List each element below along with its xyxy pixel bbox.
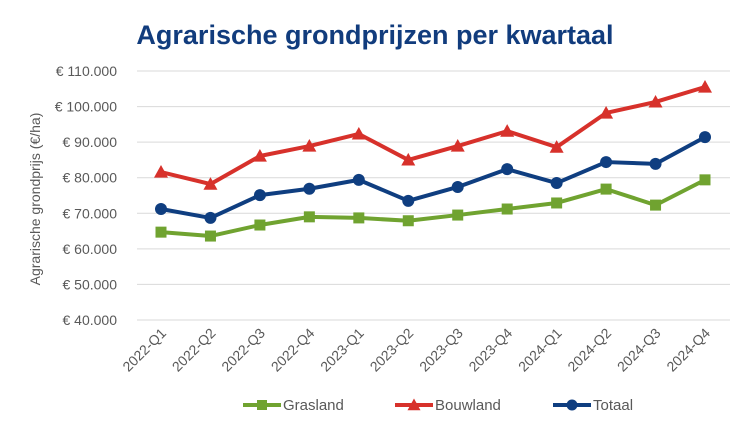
data-point	[550, 177, 563, 190]
y-axis-title: Agrarische grondprijs (€/ha)	[27, 113, 43, 286]
x-tick-label: 2022-Q1	[119, 325, 169, 375]
y-tick-label: € 50.000	[63, 276, 118, 292]
x-tick-label: 2022-Q3	[218, 325, 268, 375]
legend-marker-icon	[566, 399, 578, 411]
y-tick-label: € 110.000	[56, 63, 117, 79]
series	[154, 80, 712, 242]
legend: Grasland Bouwland Totaal	[243, 397, 633, 414]
series-bouwland	[154, 80, 712, 190]
x-tick-label: 2023-Q3	[416, 325, 466, 375]
data-point	[549, 140, 564, 153]
data-point	[155, 203, 167, 216]
data-point	[353, 212, 365, 224]
y-tick-label: € 40.000	[63, 312, 118, 328]
y-tick-label: € 90.000	[63, 134, 118, 150]
data-point	[699, 131, 711, 144]
y-tick-label: € 80.000	[63, 170, 118, 186]
x-tick-label: 2022-Q4	[268, 325, 318, 375]
data-point	[204, 230, 216, 242]
data-point	[648, 94, 663, 108]
y-axis-ticks: € 40.000 € 50.000 € 60.000 € 70.000 € 80.000…	[55, 63, 118, 328]
data-point	[650, 199, 662, 211]
data-point	[402, 194, 415, 207]
legend-item-grasland: Grasland	[243, 397, 344, 414]
data-point	[452, 209, 464, 221]
legend-item-bouwland: Bouwland	[395, 397, 501, 414]
data-point	[303, 182, 316, 195]
legend-marker-icon	[257, 400, 267, 410]
y-tick-label: € 70.000	[63, 205, 118, 221]
y-tick-label: € 100.000	[55, 99, 117, 115]
data-point	[203, 177, 218, 190]
legend-label: Bouwland	[435, 397, 501, 414]
y-tick-label: € 60.000	[63, 241, 118, 257]
data-point	[252, 149, 267, 162]
data-point	[154, 165, 168, 178]
data-point	[599, 105, 614, 119]
data-point	[253, 189, 266, 202]
x-tick-label: 2024-Q1	[515, 325, 565, 375]
x-tick-label: 2024-Q4	[663, 325, 713, 375]
x-tick-label: 2022-Q2	[169, 325, 219, 375]
legend-marker-icon	[407, 398, 421, 411]
x-tick-label: 2023-Q4	[465, 325, 515, 375]
data-point	[501, 163, 514, 176]
data-point	[699, 174, 711, 186]
series-line	[160, 85, 706, 187]
x-tick-label: 2023-Q2	[367, 325, 417, 375]
data-point	[451, 180, 464, 193]
data-point	[155, 226, 167, 238]
data-point	[204, 211, 217, 224]
gridlines	[137, 70, 730, 321]
data-point	[551, 197, 563, 209]
legend-item-totaal: Totaal	[553, 397, 633, 414]
data-point	[698, 80, 712, 93]
series-line	[160, 178, 706, 239]
data-point	[649, 157, 662, 170]
data-point	[302, 139, 317, 152]
data-point	[303, 211, 315, 223]
data-point	[600, 183, 612, 195]
x-axis-ticks: 2022-Q1 2022-Q2 2022-Q3 2022-Q4 2023-Q1 2023-…	[119, 325, 713, 375]
chart-title: Agrarische grondprijzen per kwartaal	[136, 20, 613, 50]
data-point	[254, 219, 266, 231]
data-point	[351, 126, 366, 140]
series-grasland	[155, 174, 711, 242]
legend-label: Grasland	[283, 397, 344, 414]
data-point	[450, 139, 465, 152]
x-tick-label: 2023-Q1	[317, 325, 367, 375]
x-tick-label: 2024-Q3	[614, 325, 664, 375]
x-tick-label: 2024-Q2	[564, 325, 614, 375]
data-point	[600, 156, 613, 169]
data-point	[501, 203, 513, 215]
data-point	[500, 124, 515, 137]
data-point	[352, 173, 365, 186]
data-point	[402, 215, 414, 227]
legend-label: Totaal	[593, 397, 633, 414]
series-totaal	[155, 131, 711, 224]
series-line	[160, 135, 706, 220]
data-point	[401, 152, 416, 166]
